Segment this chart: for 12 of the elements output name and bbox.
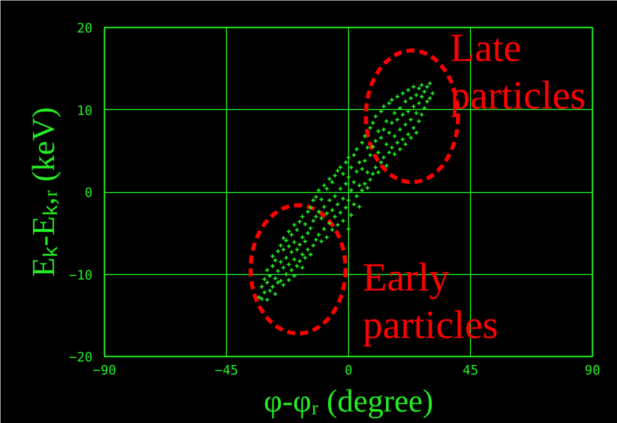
x-tick-label: 45: [462, 364, 478, 378]
y-tick-label: −20: [69, 350, 93, 366]
y-tick-label: −10: [69, 268, 93, 284]
x-tick-label: 0: [344, 364, 352, 378]
y-tick-label: 10: [76, 104, 93, 119]
y-axis-title: Eₖ-Eₖ,ᵣ (keV): [25, 107, 62, 277]
x-tick-label: −45: [214, 364, 238, 378]
x-tick-label: −90: [92, 364, 116, 378]
x-axis-title: φ-φᵣ (degree): [264, 382, 434, 418]
y-tick-label: 0: [84, 186, 92, 201]
y-tick-label: 20: [76, 22, 93, 36]
x-tick-label: 90: [584, 364, 600, 378]
